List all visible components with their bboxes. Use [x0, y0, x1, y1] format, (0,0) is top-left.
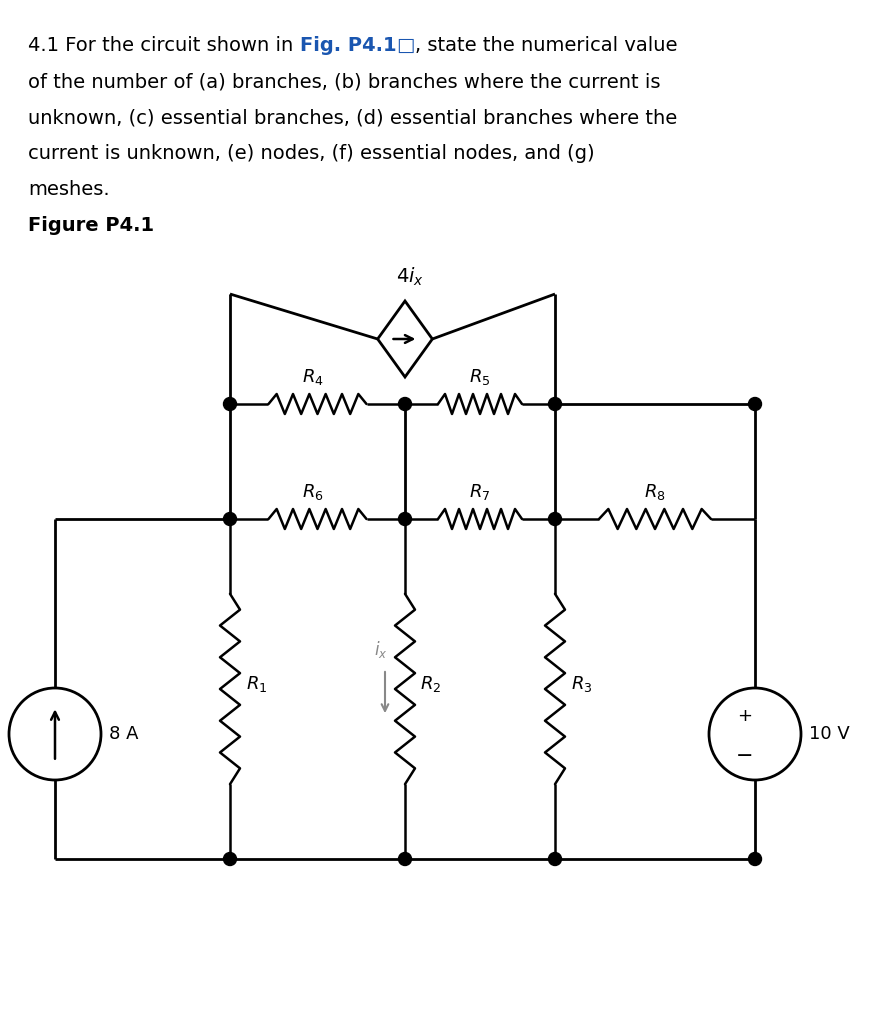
Circle shape: [748, 853, 762, 865]
Text: +: +: [738, 707, 753, 725]
Circle shape: [549, 853, 561, 865]
Circle shape: [399, 853, 411, 865]
Text: 8 A: 8 A: [109, 725, 138, 743]
Text: $R_5$: $R_5$: [469, 367, 491, 387]
Text: Fig. P4.1: Fig. P4.1: [300, 36, 396, 55]
Circle shape: [549, 397, 561, 411]
Text: −: −: [736, 746, 754, 766]
Circle shape: [748, 397, 762, 411]
Text: $R_4$: $R_4$: [301, 367, 324, 387]
Circle shape: [224, 853, 236, 865]
Text: $i_x$: $i_x$: [375, 639, 388, 660]
Circle shape: [224, 397, 236, 411]
Text: of the number of (a) branches, (b) branches where the current is: of the number of (a) branches, (b) branc…: [28, 72, 660, 91]
Text: 10 V: 10 V: [809, 725, 850, 743]
Text: $R_6$: $R_6$: [301, 482, 324, 502]
Text: 4.1 For the circuit shown in: 4.1 For the circuit shown in: [28, 36, 300, 55]
Text: $R_1$: $R_1$: [246, 674, 268, 694]
Text: $R_7$: $R_7$: [469, 482, 491, 502]
Text: $R_8$: $R_8$: [644, 482, 665, 502]
Circle shape: [224, 512, 236, 525]
Text: $4i_x$: $4i_x$: [396, 265, 424, 288]
Text: □: □: [396, 36, 415, 55]
Text: Figure P4.1: Figure P4.1: [28, 216, 154, 234]
Circle shape: [399, 397, 411, 411]
Text: current is unknown, (e) nodes, (f) essential nodes, and (g): current is unknown, (e) nodes, (f) essen…: [28, 144, 595, 163]
Text: $R_3$: $R_3$: [571, 674, 592, 694]
Text: $R_2$: $R_2$: [420, 674, 442, 694]
Circle shape: [549, 512, 561, 525]
Text: , state the numerical value: , state the numerical value: [415, 36, 677, 55]
Text: meshes.: meshes.: [28, 180, 110, 199]
Circle shape: [399, 512, 411, 525]
Text: unknown, (c) essential branches, (d) essential branches where the: unknown, (c) essential branches, (d) ess…: [28, 108, 677, 127]
